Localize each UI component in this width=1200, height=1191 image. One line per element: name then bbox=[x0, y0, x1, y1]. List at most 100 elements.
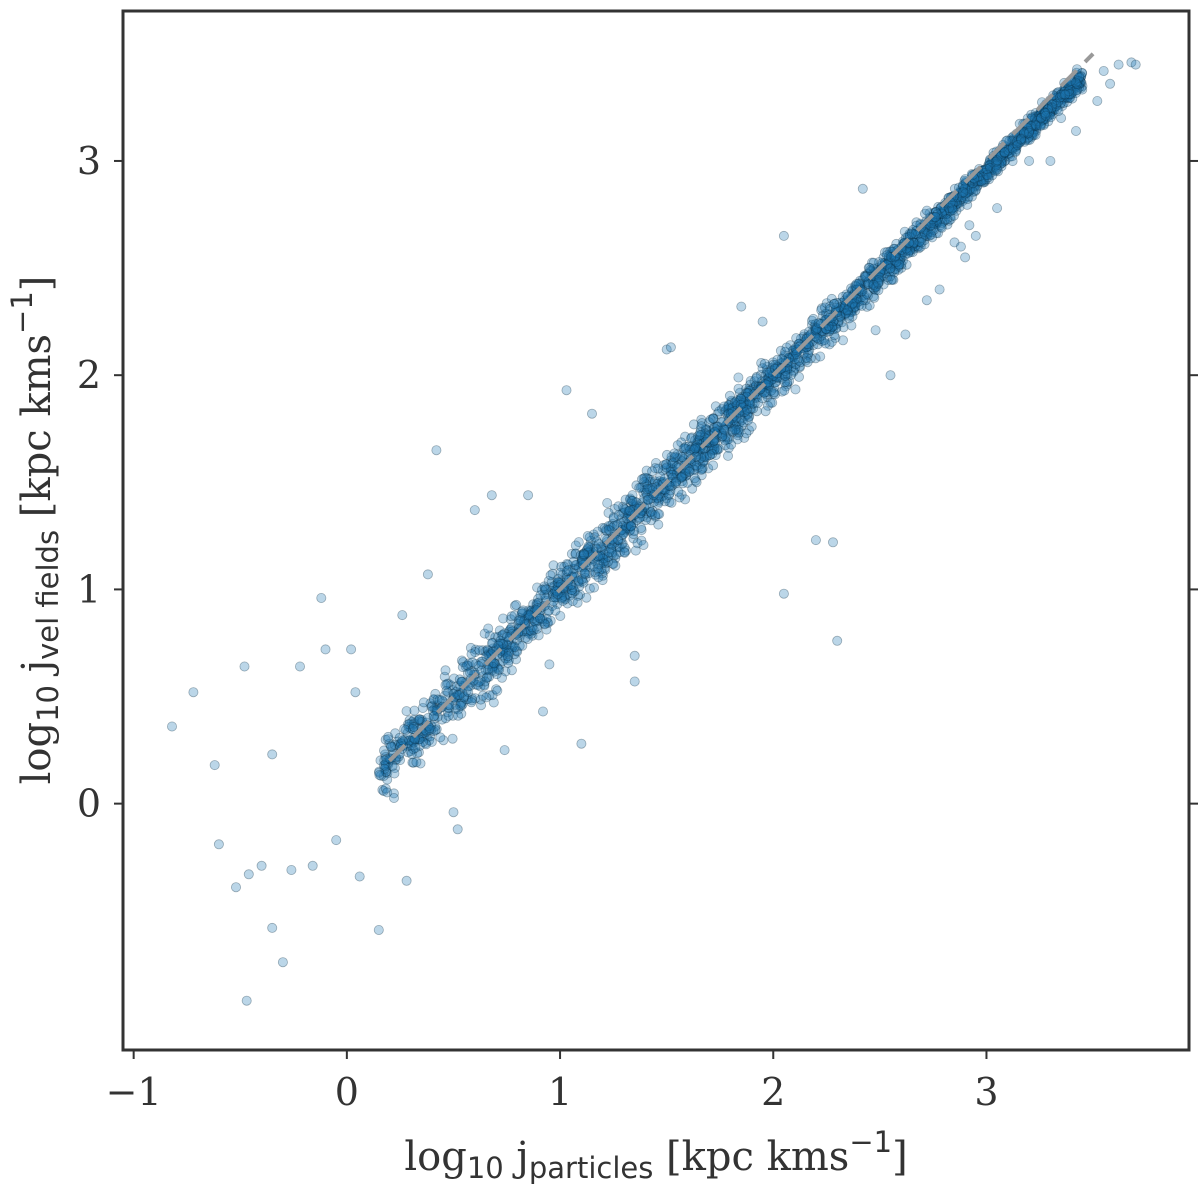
scatter-point bbox=[531, 599, 542, 610]
scatter-point bbox=[828, 320, 839, 331]
scatter-point bbox=[815, 351, 826, 362]
scatter-point bbox=[816, 330, 827, 341]
scatter-point bbox=[906, 228, 917, 239]
x-axis: −1 0 1 2 3 bbox=[106, 1050, 999, 1114]
scatter-point bbox=[817, 310, 828, 321]
scatter-point bbox=[1022, 129, 1033, 140]
scatter-point bbox=[467, 657, 478, 668]
scatter-point bbox=[760, 406, 771, 417]
scatter-point bbox=[476, 665, 487, 676]
scatter-point bbox=[884, 256, 895, 267]
scatter-point bbox=[745, 379, 756, 390]
scatter-point bbox=[980, 167, 991, 178]
scatter-point bbox=[286, 865, 297, 876]
scatter-point bbox=[949, 196, 960, 207]
scatter-point bbox=[690, 443, 701, 454]
scatter-point bbox=[447, 733, 458, 744]
scatter-point bbox=[628, 519, 639, 530]
scatter-point bbox=[994, 155, 1005, 166]
scatter-point bbox=[502, 644, 513, 655]
scatter-point bbox=[734, 395, 745, 406]
scatter-point bbox=[629, 650, 640, 661]
scatter-point bbox=[1038, 118, 1049, 129]
scatter-point bbox=[294, 661, 305, 672]
scatter-point bbox=[695, 459, 706, 470]
scatter-point bbox=[482, 672, 493, 683]
scatter-point bbox=[980, 169, 991, 180]
scatter-point bbox=[643, 473, 654, 484]
scatter-point bbox=[552, 592, 563, 603]
scatter-point bbox=[437, 714, 448, 725]
scatter-point bbox=[782, 379, 793, 390]
y-tick-label: 0 bbox=[77, 782, 101, 826]
scatter-point bbox=[951, 199, 962, 210]
scatter-point bbox=[723, 403, 734, 414]
scatter-point bbox=[1039, 109, 1050, 120]
scatter-point bbox=[1032, 117, 1043, 128]
scatter-point bbox=[373, 925, 384, 936]
scatter-point bbox=[1039, 111, 1050, 122]
scatter-point bbox=[674, 492, 685, 503]
scatter-point bbox=[905, 244, 916, 255]
scatter-point bbox=[1076, 71, 1087, 82]
scatter-point bbox=[688, 419, 699, 430]
scatter-point bbox=[677, 476, 688, 487]
scatter-point bbox=[863, 279, 874, 290]
scatter-point bbox=[624, 525, 635, 536]
scatter-point bbox=[859, 290, 870, 301]
scatter-point bbox=[933, 212, 944, 223]
scatter-point bbox=[681, 470, 692, 481]
scatter-point bbox=[599, 553, 610, 564]
scatter-point bbox=[580, 572, 591, 583]
scatter-point bbox=[984, 169, 995, 180]
scatter-point bbox=[543, 605, 554, 616]
scatter-point bbox=[1126, 57, 1137, 68]
scatter-point bbox=[600, 555, 611, 566]
scatter-point bbox=[1001, 146, 1012, 157]
scatter-point bbox=[414, 734, 425, 745]
scatter-point bbox=[1031, 119, 1042, 130]
scatter-point bbox=[709, 440, 720, 451]
scatter-point bbox=[691, 449, 702, 460]
scatter-point bbox=[653, 496, 664, 507]
scatter-point bbox=[517, 608, 528, 619]
scatter-point bbox=[660, 464, 671, 475]
scatter-point bbox=[453, 710, 464, 721]
scatter-point bbox=[970, 230, 981, 241]
scatter-point bbox=[380, 734, 391, 745]
scatter-point bbox=[759, 358, 770, 369]
scatter-point bbox=[646, 515, 657, 526]
scatter-point bbox=[581, 545, 592, 556]
scatter-point bbox=[993, 166, 1004, 177]
scatter-point bbox=[954, 197, 965, 208]
scatter-point bbox=[1063, 86, 1074, 97]
scatter-point bbox=[733, 424, 744, 435]
scatter-point bbox=[1003, 145, 1014, 156]
scatter-point bbox=[739, 391, 750, 402]
scatter-point bbox=[942, 214, 953, 225]
scatter-point bbox=[541, 584, 552, 595]
scatter-point bbox=[538, 706, 549, 717]
scatter-point bbox=[709, 443, 720, 454]
scatter-point bbox=[456, 697, 467, 708]
scatter-point bbox=[380, 749, 391, 760]
scatter-point bbox=[484, 664, 495, 675]
scatter-point bbox=[316, 593, 327, 604]
scatter-point bbox=[1060, 91, 1071, 102]
scatter-point bbox=[909, 228, 920, 239]
scatter-point bbox=[667, 469, 678, 480]
scatter-point bbox=[619, 547, 630, 558]
scatter-point bbox=[762, 391, 773, 402]
scatter-point bbox=[378, 786, 389, 797]
scatter-point bbox=[553, 577, 564, 588]
scatter-point bbox=[685, 465, 696, 476]
scatter-point bbox=[751, 406, 762, 417]
scatter-point bbox=[845, 301, 856, 312]
scatter-point bbox=[990, 156, 1001, 167]
scatter-point bbox=[970, 186, 981, 197]
scatter-point bbox=[712, 444, 723, 455]
scatter-point bbox=[929, 219, 940, 230]
scatter-point bbox=[452, 824, 463, 835]
scatter-point bbox=[820, 338, 831, 349]
scatter-point bbox=[794, 362, 805, 373]
